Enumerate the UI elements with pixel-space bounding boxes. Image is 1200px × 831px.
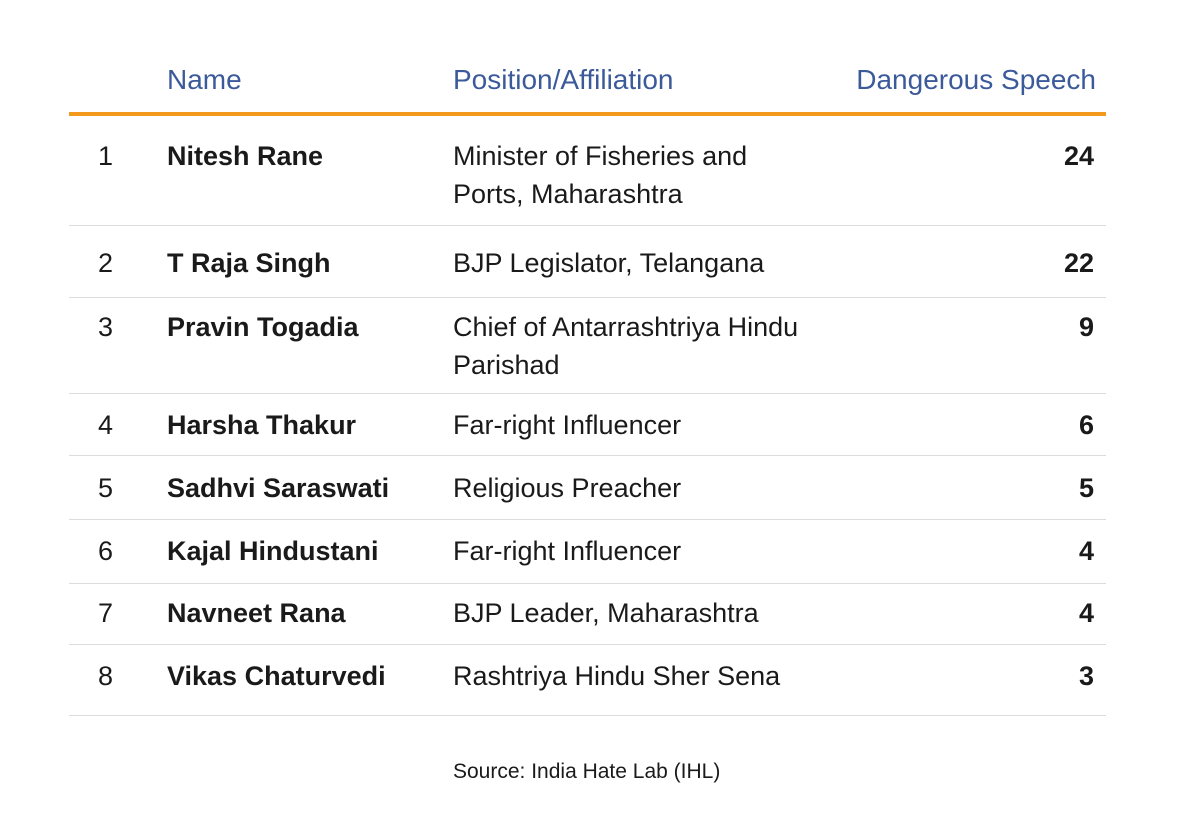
- table-row: 8 Vikas Chaturvedi Rashtriya Hindu Sher …: [69, 645, 1106, 716]
- rank-cell: 1: [98, 141, 114, 171]
- rank-cell: 8: [98, 661, 114, 691]
- rank-cell: 2: [98, 248, 114, 278]
- name-cell: Sadhvi Saraswati: [167, 473, 390, 503]
- name-cell: Navneet Rana: [167, 598, 346, 628]
- position-cell: BJP Leader, Maharashtra: [453, 598, 759, 628]
- header-position: Position/Affiliation: [453, 64, 674, 95]
- count-cell: 3: [1078, 661, 1094, 691]
- rank-cell: 7: [98, 598, 114, 628]
- ranking-table: Name Position/Affiliation Dangerous Spee…: [69, 0, 1106, 716]
- position-cell: Far-right Influencer: [453, 410, 682, 440]
- rank-cell: 6: [98, 536, 114, 566]
- name-cell: Kajal Hindustani: [167, 536, 379, 566]
- header-dangerous-speech: Dangerous Speech: [856, 64, 1096, 95]
- rank-cell: 5: [98, 473, 114, 503]
- header-name: Name: [167, 64, 242, 95]
- source-note: Source: India Hate Lab (IHL): [453, 760, 721, 783]
- table-row: 6 Kajal Hindustani Far-right Influencer …: [69, 520, 1106, 584]
- position-cell: BJP Legislator, Telangana: [453, 248, 765, 278]
- table-row: 2 T Raja Singh BJP Legislator, Telangana…: [69, 226, 1106, 298]
- table-row: 1 Nitesh Rane Minister of Fisheries and …: [69, 116, 1106, 226]
- count-cell: 4: [1078, 536, 1094, 566]
- name-cell: Vikas Chaturvedi: [167, 661, 386, 691]
- table-header: Name Position/Affiliation Dangerous Spee…: [69, 0, 1106, 116]
- rank-cell: 4: [98, 410, 114, 440]
- name-cell: Nitesh Rane: [167, 141, 324, 171]
- position-cell: Religious Preacher: [453, 473, 682, 503]
- table-row: 5 Sadhvi Saraswati Religious Preacher 5: [69, 456, 1106, 520]
- name-cell: T Raja Singh: [167, 248, 331, 278]
- count-cell: 24: [1063, 141, 1094, 171]
- table-row: 3 Pravin Togadia Chief of Antarrashtriya…: [69, 298, 1106, 394]
- count-cell: 6: [1078, 410, 1094, 440]
- table-row: 4 Harsha Thakur Far-right Influencer 6: [69, 394, 1106, 456]
- name-cell: Harsha Thakur: [167, 410, 357, 440]
- position-cell: Rashtriya Hindu Sher Sena: [453, 661, 781, 691]
- count-cell: 5: [1078, 473, 1094, 503]
- count-cell: 22: [1063, 248, 1094, 278]
- position-cell: Chief of Antarrashtriya Hindu Parishad: [453, 312, 799, 380]
- rank-cell: 3: [98, 312, 114, 342]
- position-cell: Minister of Fisheries and Ports, Maharas…: [453, 141, 748, 209]
- position-cell: Far-right Influencer: [453, 536, 682, 566]
- table-row: 7 Navneet Rana BJP Leader, Maharashtra 4: [69, 584, 1106, 645]
- name-cell: Pravin Togadia: [167, 312, 359, 342]
- count-cell: 4: [1078, 598, 1094, 628]
- count-cell: 9: [1078, 312, 1094, 342]
